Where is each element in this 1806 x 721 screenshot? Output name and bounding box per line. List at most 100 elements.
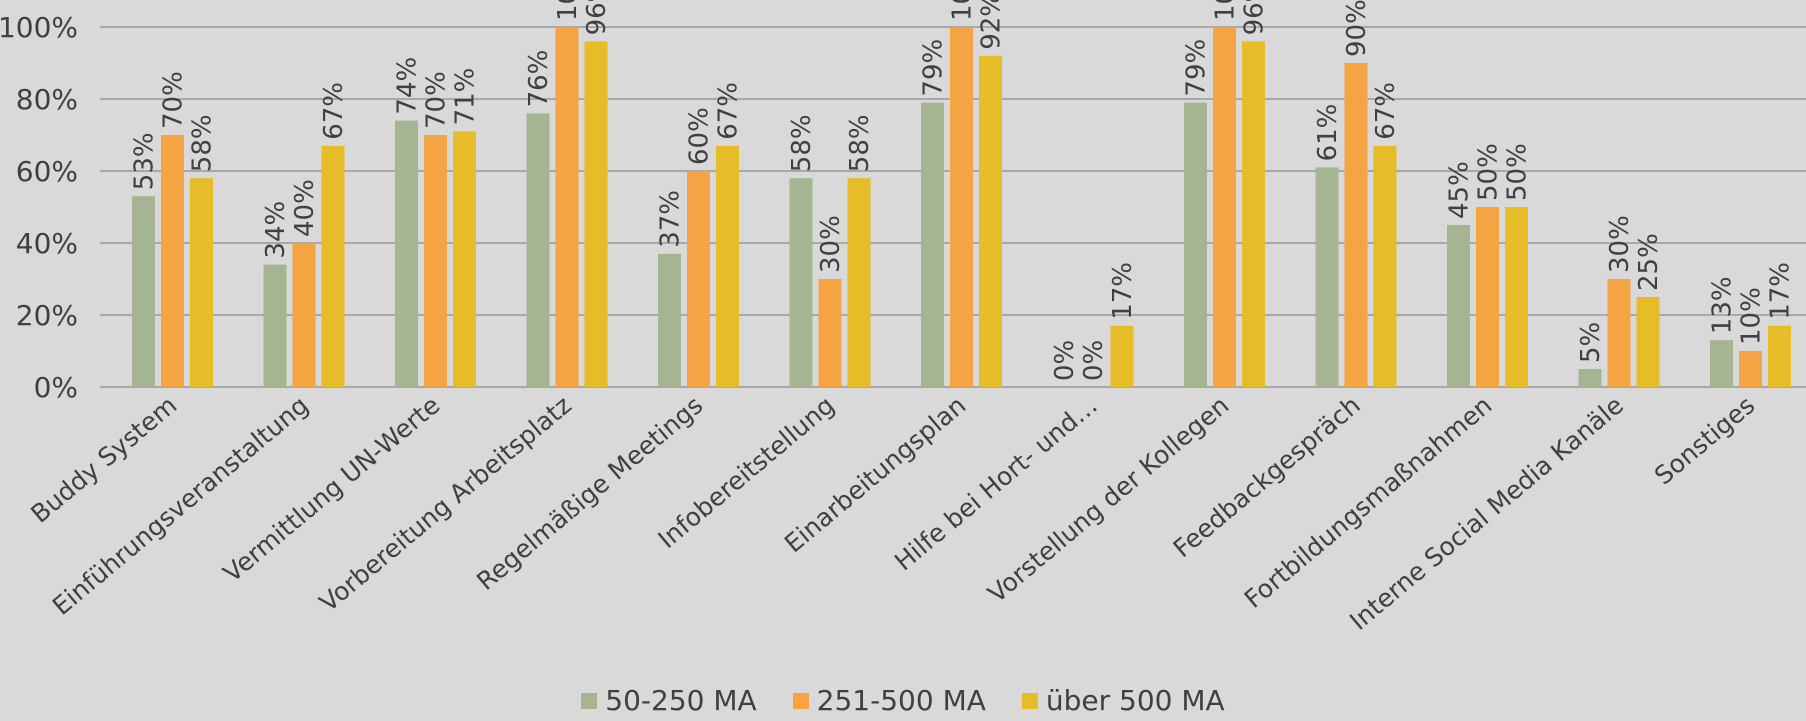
data-label: 100%	[1211, 0, 1241, 21]
bar	[1636, 297, 1660, 387]
bar	[658, 253, 681, 387]
bar	[1213, 27, 1236, 387]
data-label: 25%	[1634, 233, 1664, 291]
bar	[555, 27, 579, 387]
data-label: 74%	[393, 57, 423, 115]
data-label: 5%	[1576, 322, 1606, 363]
bar	[132, 196, 155, 387]
bar	[847, 178, 871, 387]
data-label: 96%	[582, 0, 612, 35]
data-label: 67%	[319, 82, 349, 140]
bar	[1578, 369, 1602, 387]
legend: 50-250 MA 251-500 MA über 500 MA	[0, 684, 1806, 717]
data-label: 0%	[1050, 340, 1080, 381]
bar	[424, 135, 447, 387]
data-label: 30%	[816, 215, 846, 273]
bar	[395, 120, 418, 387]
data-label: 61%	[1313, 104, 1343, 162]
y-tick-label: 40%	[16, 227, 78, 260]
data-label: 17%	[1766, 262, 1796, 320]
bar	[292, 243, 316, 387]
data-label: 71%	[451, 68, 481, 126]
data-label: 79%	[1182, 39, 1212, 97]
bar	[526, 113, 550, 388]
y-tick-label: 100%	[0, 11, 78, 44]
bar	[1739, 351, 1762, 387]
bar	[1242, 41, 1265, 388]
y-tick-label: 60%	[16, 155, 78, 188]
data-label: 30%	[1605, 215, 1635, 273]
bar	[1476, 207, 1499, 387]
legend-item: 50-250 MA	[581, 684, 757, 717]
data-label: 17%	[1108, 262, 1138, 320]
x-tick-label: Einführungsveranstaltung	[47, 390, 314, 620]
data-label: 67%	[1371, 82, 1401, 140]
bar	[190, 178, 213, 387]
data-label: 79%	[919, 39, 949, 97]
bar	[1344, 63, 1368, 387]
bar	[263, 264, 287, 387]
bar	[1505, 207, 1528, 387]
bar	[818, 279, 842, 387]
legend-swatch	[792, 692, 809, 709]
data-label: 50%	[1474, 143, 1504, 201]
x-axis-labels: Buddy SystemEinführungsveranstaltungVerm…	[25, 390, 1760, 635]
bar	[979, 55, 1002, 388]
bar	[1447, 225, 1470, 387]
legend-item: 251-500 MA	[792, 684, 986, 717]
y-axis: 0% 20% 40% 60% 80% 100%	[0, 11, 78, 404]
legend-swatch	[581, 692, 598, 709]
data-label: 34%	[261, 201, 291, 259]
legend-label: 251-500 MA	[816, 684, 986, 717]
data-label: 13%	[1708, 276, 1738, 334]
bar	[789, 178, 813, 387]
data-label: 37%	[656, 190, 686, 248]
bar	[716, 145, 739, 387]
data-label: 100%	[553, 0, 583, 21]
data-label: 70%	[159, 71, 189, 129]
y-tick-label: 0%	[34, 371, 78, 404]
x-tick-label: Interne Social Media Kanäle	[1344, 390, 1629, 635]
data-label: 50%	[1503, 143, 1533, 201]
bar	[1315, 167, 1339, 387]
x-tick-label: Fortbildungsmaßnahmen	[1239, 390, 1497, 613]
y-tick-label: 80%	[16, 83, 78, 116]
bar	[687, 171, 710, 387]
x-tick-label: Sonstiges	[1649, 390, 1760, 490]
bar	[1607, 279, 1631, 387]
bar	[584, 41, 608, 388]
x-tick-label: Regelmäßige Meetings	[471, 390, 708, 596]
data-label: 70%	[422, 71, 452, 129]
data-label: 58%	[845, 114, 875, 172]
data-label: 67%	[714, 82, 744, 140]
bar	[1710, 340, 1733, 387]
bar	[1184, 102, 1207, 387]
bar	[321, 145, 345, 387]
bar	[453, 131, 476, 387]
bar	[921, 102, 944, 387]
legend-swatch	[1021, 692, 1038, 709]
value-labels: 53%70%58%34%40%67%74%70%71%76%100%96%37%…	[130, 0, 1796, 381]
data-label: 58%	[787, 114, 817, 172]
bar	[161, 135, 184, 387]
x-tick-label: Vorbereitung Arbeitsplatz	[314, 390, 577, 617]
bar	[1768, 325, 1791, 387]
legend-label: über 500 MA	[1045, 684, 1225, 717]
bar	[950, 27, 973, 387]
legend-item: über 500 MA	[1021, 684, 1225, 717]
x-tick-label: Vermittlung UN-Werte	[218, 390, 446, 588]
x-tick-label: Vorstellung der Kollegen	[982, 390, 1234, 608]
data-label: 76%	[524, 50, 554, 108]
data-label: 96%	[1240, 0, 1270, 35]
data-label: 100%	[948, 0, 978, 21]
data-label: 0%	[1079, 340, 1109, 381]
data-label: 40%	[290, 179, 320, 237]
data-label: 92%	[977, 0, 1007, 50]
data-label: 10%	[1737, 287, 1767, 345]
data-label: 53%	[130, 132, 160, 190]
bars	[132, 27, 1791, 388]
data-label: 58%	[188, 114, 218, 172]
data-label: 60%	[685, 107, 715, 165]
data-label: 45%	[1445, 161, 1475, 219]
